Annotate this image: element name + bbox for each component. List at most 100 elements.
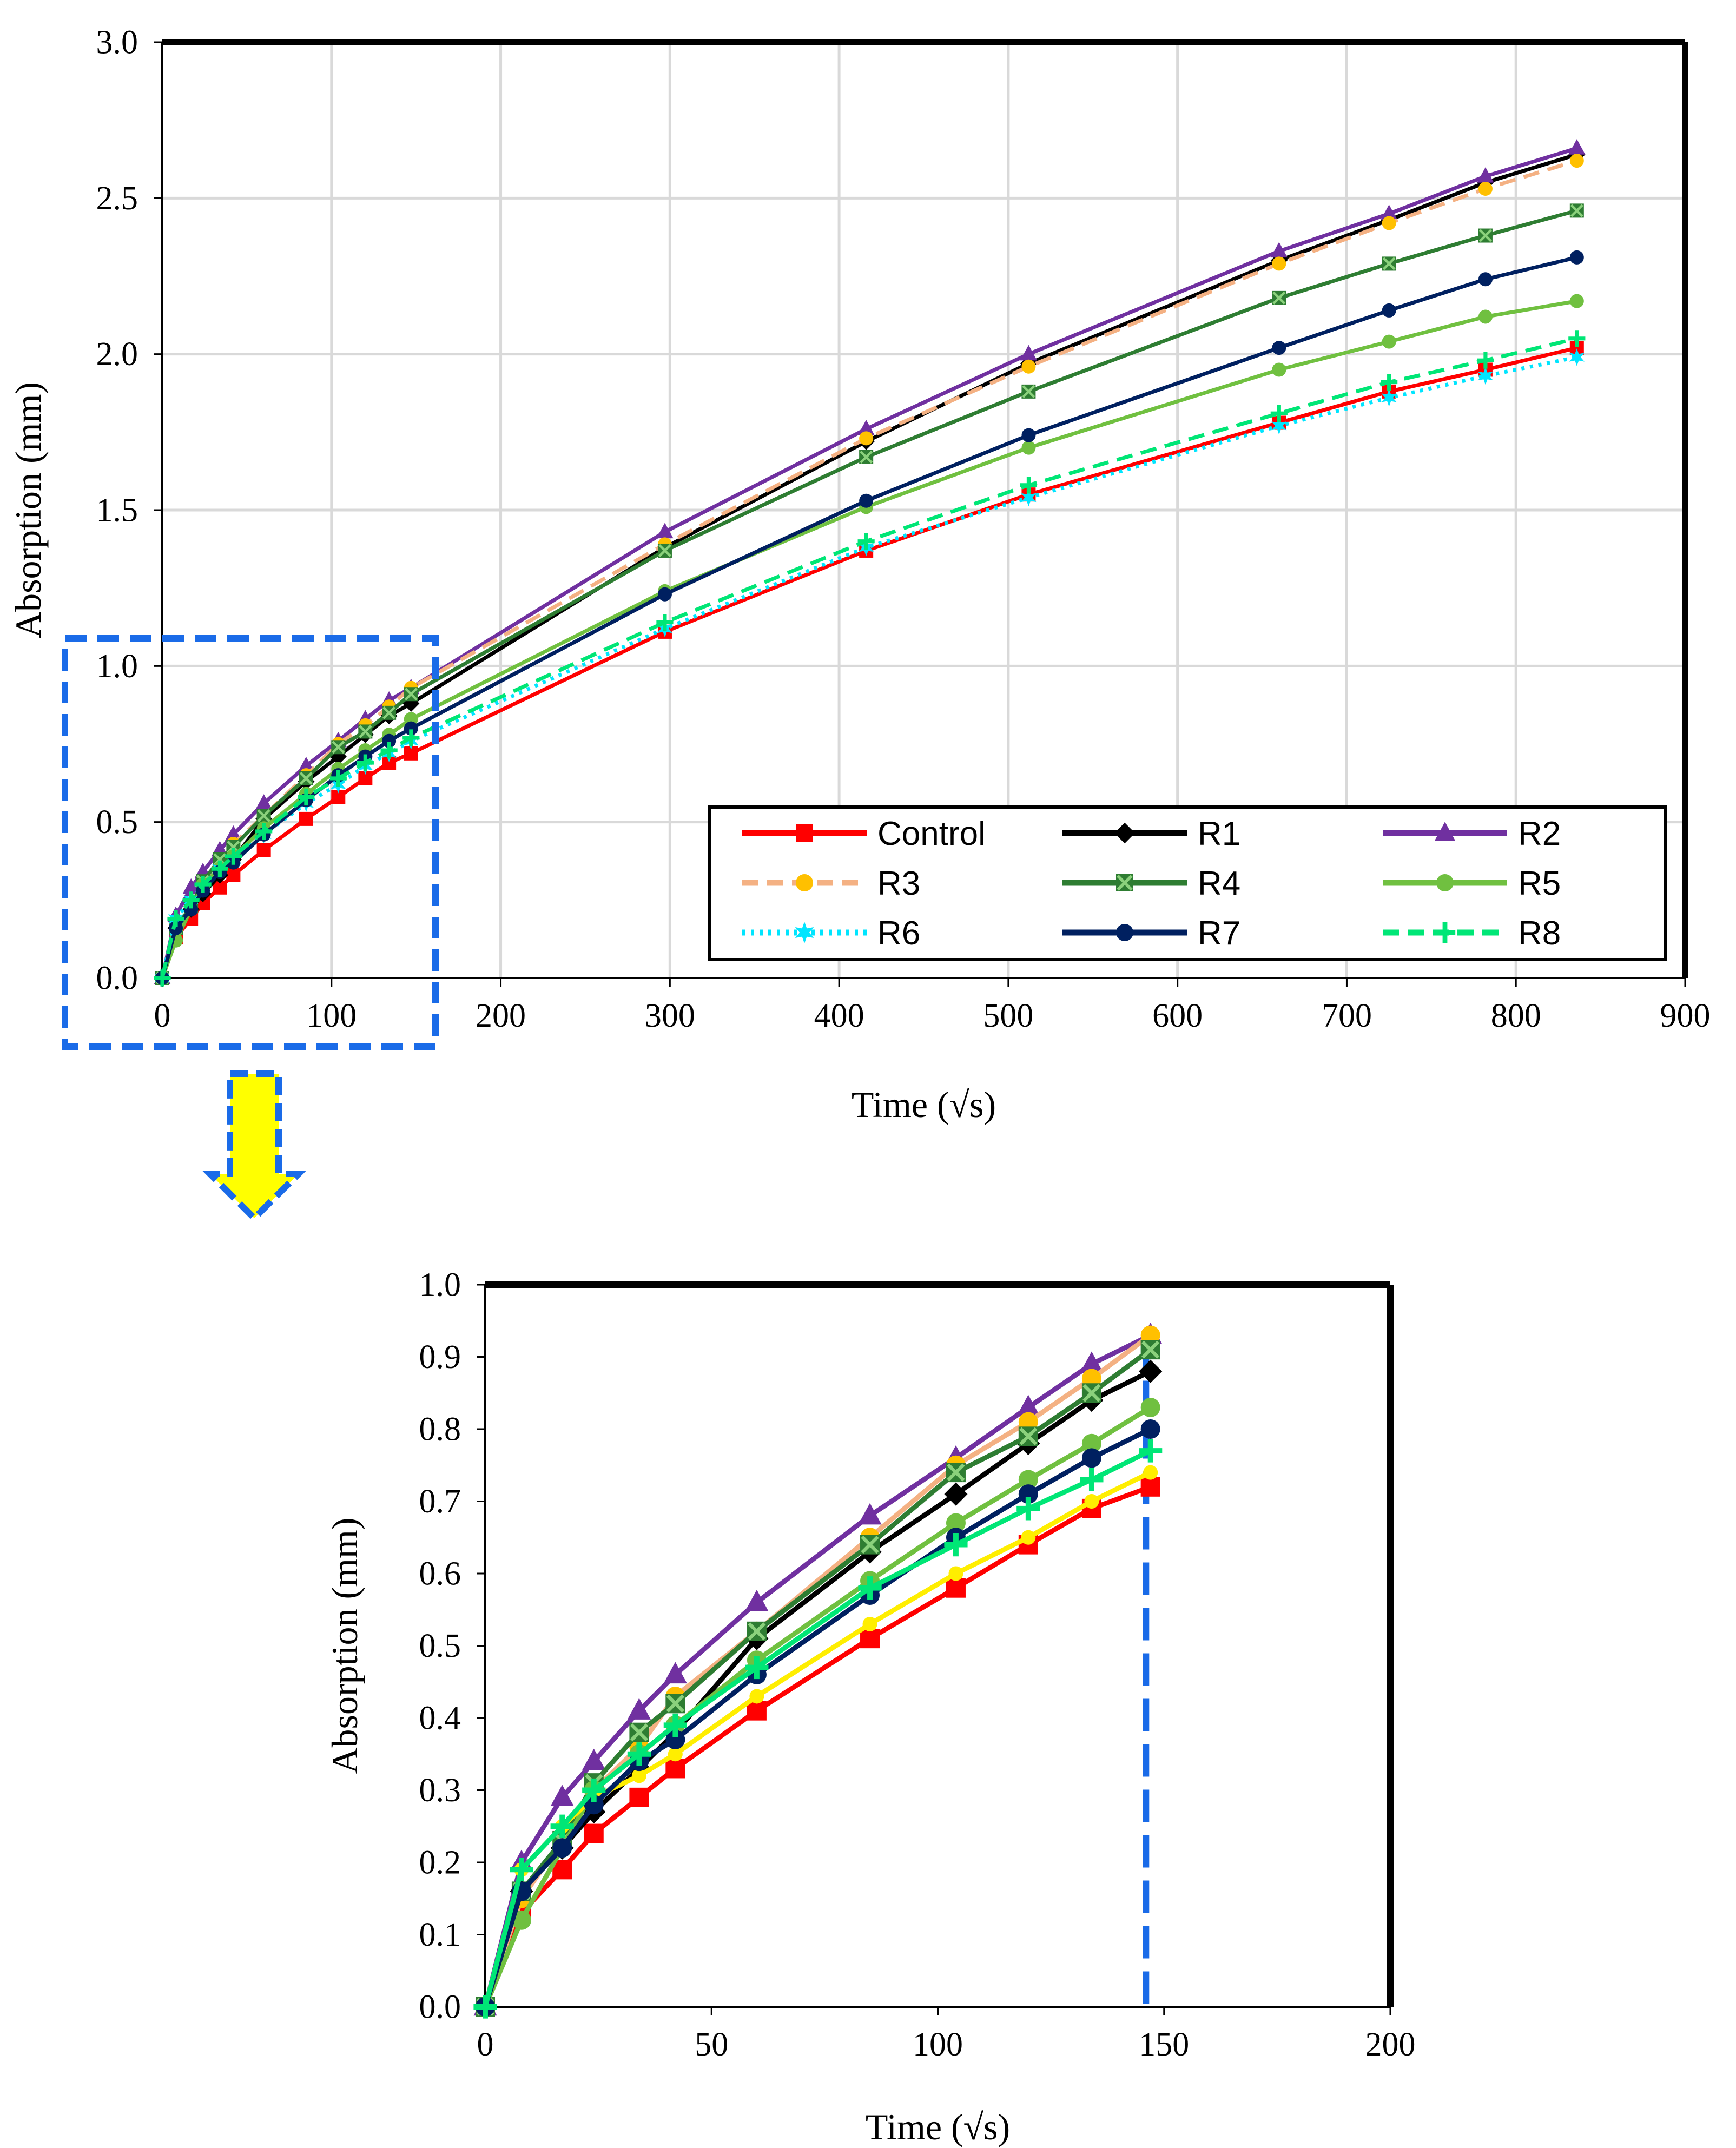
data-point-r3 [1272,256,1286,271]
legend-marker-r5 [1436,874,1454,891]
data-point-r2 [1270,242,1288,258]
data-point-r6 [1271,417,1287,435]
zoom-annotation [62,635,439,1223]
x-tick-label-50: 50 [695,2026,728,2063]
data-point-r8 [1020,477,1038,494]
data-point-r6 [1477,367,1493,385]
y-tick-label-0-0: 0.0 [96,960,138,996]
data-point-r4-x [1570,204,1583,217]
x-tick-label-200: 200 [476,997,526,1034]
x-tick-label-0: 0 [477,2026,494,2063]
data-point-r6 [1084,1494,1099,1509]
data-point-r5 [1021,440,1036,455]
data-point-r4-x [359,725,372,738]
x-tick-label-150: 150 [1139,2026,1189,2063]
x-tick-label-800: 800 [1491,997,1541,1034]
data-point-r3 [1478,182,1493,196]
data-point-r7 [1478,272,1493,287]
data-point-r8 [225,848,242,865]
x-axis-title: Time (√s) [852,1084,996,1125]
data-point-r8 [402,729,420,746]
x-tick-label-700: 700 [1322,997,1372,1034]
series-line-r5 [483,1405,1152,2008]
data-point-r7 [584,1795,604,1815]
data-point-r4-x [666,1694,684,1713]
data-point-control [747,1701,767,1721]
legend-label-r5: R5 [1518,865,1561,902]
x-axis-title: Time (√s) [866,2106,1010,2147]
y-axis-title: Absorption (mm) [324,1517,365,1774]
data-point-r7 [665,1730,685,1750]
data-point-r2 [656,523,674,539]
data-point-r5 [1569,294,1584,308]
data-point-r7 [1140,1419,1160,1439]
legend-label-r1: R1 [1198,815,1240,852]
data-point-r8 [1080,1468,1104,1492]
data-point-r8 [944,1533,968,1557]
legend-marker-r2 [1434,822,1456,841]
x-tick-label-300: 300 [645,997,695,1034]
data-point-r8 [857,533,875,550]
data-point-r2 [1568,139,1586,155]
data-point-r5 [1140,1397,1160,1417]
data-point-r2 [182,878,200,894]
data-point-r6 [1021,1530,1036,1545]
x-tick-label-900: 900 [1660,997,1711,1034]
y-tick-label-0-9: 0.9 [419,1339,461,1376]
y-tick-label-3-0: 3.0 [96,24,138,61]
legend-marker-r8 [1434,922,1456,943]
legend: Control R1 R2 R3 R4 R5 R6 R7 R8 [708,805,1667,961]
data-point-r8 [298,788,315,806]
data-point-r5 [1018,1470,1038,1490]
data-point-r5 [1081,1433,1101,1453]
data-point-r3 [859,431,874,446]
x-tick-label-100: 100 [913,2026,963,2063]
main-chart: 0 100 200 300 400 500 600 700 800 900 0.0 0.5 1.0 1.5… [8,24,1711,1125]
x-tick-label-100: 100 [306,997,357,1034]
data-point-control [226,868,241,882]
data-point-r6 [948,1566,963,1581]
data-point-r7 [169,921,183,935]
y-tick-label-0-2: 0.2 [419,1844,461,1881]
legend-label-r4: R4 [1198,865,1240,902]
legend-label-r6: R6 [877,915,920,952]
data-point-r6 [1021,488,1037,507]
data-point-control [946,1578,966,1598]
data-point-r7 [1081,1448,1101,1468]
y-tick-label-1-0: 1.0 [419,1266,461,1303]
data-point-r8 [380,742,398,759]
data-point-control [584,1823,604,1843]
data-point-r6 [668,1747,683,1762]
data-point-r8 [663,1713,687,1737]
data-point-r7 [1018,1484,1038,1504]
data-point-r2 [550,1785,574,1807]
data-point-r4-x [1019,1427,1038,1445]
data-point-r8 [1477,352,1494,369]
legend-marker-r3 [796,874,813,891]
data-point-r1 [329,748,347,765]
y-tick-label-0-1: 0.1 [419,1916,461,1953]
data-point-r4-x [748,1622,766,1641]
y-tick-label-2-5: 2.5 [96,180,138,217]
y-tick-label-2-0: 2.0 [96,336,138,373]
data-point-control [629,1787,649,1807]
y-axis-title: Absorption (mm) [8,382,49,638]
data-point-r7 [552,1838,572,1858]
data-point-r7 [859,493,874,508]
legend-marker-control [796,824,813,842]
data-point-r2 [225,825,242,841]
data-point-r5 [511,1910,531,1930]
data-point-r2 [1477,167,1494,183]
data-point-r8 [550,1814,574,1838]
data-point-r2 [298,756,315,772]
y-tick-label-0-0: 0.0 [419,1988,461,2025]
legend-label-r8: R8 [1518,915,1561,952]
data-point-r7 [1021,428,1036,442]
data-point-control [665,1759,685,1779]
data-point-r4-x [1082,1384,1101,1402]
data-point-r6 [749,1689,764,1704]
legend-label-control: Control [877,815,986,852]
data-point-r7 [1272,341,1286,355]
data-point-r5 [1272,362,1286,377]
data-point-r2 [663,1662,687,1684]
